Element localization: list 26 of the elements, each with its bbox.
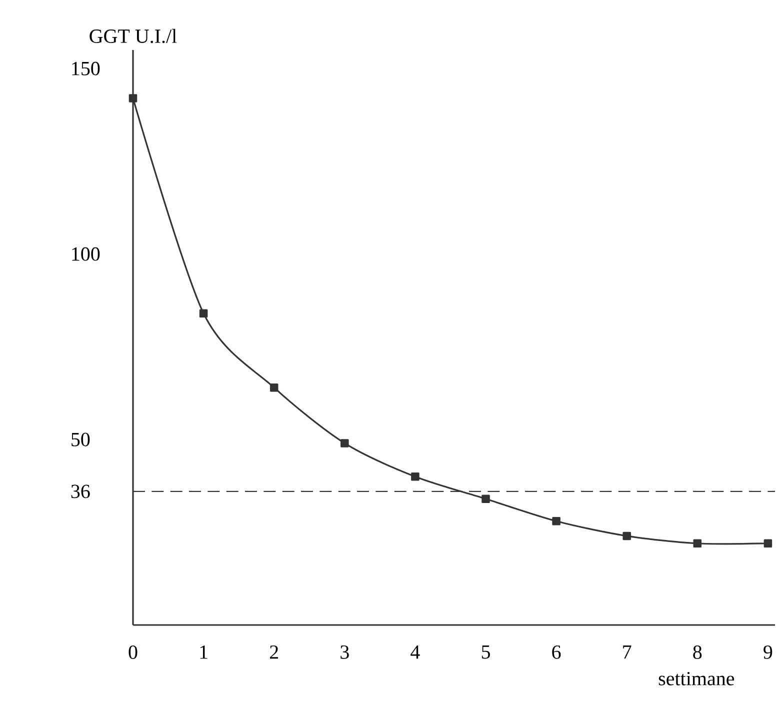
point [270, 383, 278, 392]
y-tick-label: 150 [72, 62, 100, 76]
x-tick-label: 6 [552, 645, 561, 659]
point [764, 539, 772, 548]
x-tick-label: 0 [128, 645, 138, 659]
x-tick-label: 3 [340, 645, 349, 659]
point [552, 516, 560, 526]
x-tick-label: 9 [764, 645, 772, 659]
y-tick-label: 100 [72, 247, 100, 261]
x-tick-label: 4 [410, 645, 420, 659]
x-tick-label: 2 [270, 645, 278, 659]
y-tick-label: 50 [72, 432, 90, 446]
point [411, 472, 420, 481]
point [622, 532, 631, 540]
x-tick-label: 1 [200, 645, 208, 659]
x-tick-label: 5 [482, 645, 490, 659]
x-axis-title: settimane [658, 672, 734, 686]
point [482, 494, 490, 504]
point [693, 539, 702, 548]
point [199, 309, 208, 318]
y-axis-title: GGT U.I./l [90, 28, 177, 44]
point [128, 94, 138, 102]
x-tick-label: 7 [623, 645, 632, 659]
point [340, 439, 349, 448]
x-tick-label: 8 [693, 645, 702, 659]
y-tick-label: 36 [71, 484, 90, 498]
